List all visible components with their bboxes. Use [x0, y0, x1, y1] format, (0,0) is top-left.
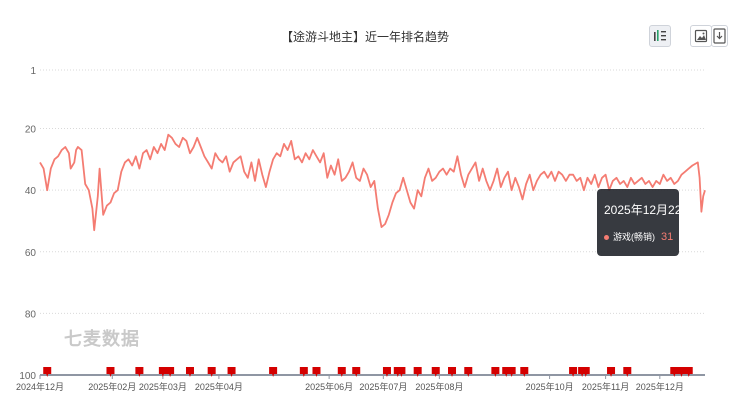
rank-series-line [39, 133, 706, 232]
event-marker [448, 367, 457, 377]
event-marker [269, 367, 278, 377]
y-tick-label: 20 [25, 125, 37, 136]
event-marker [507, 367, 516, 377]
tooltip-series-dot [604, 235, 609, 241]
event-marker [491, 367, 500, 377]
x-tick-label: 2025年08月 [415, 381, 463, 392]
event-marker [670, 367, 679, 377]
event-marker [623, 367, 632, 377]
event-marker [337, 367, 346, 377]
event-marker [299, 367, 308, 377]
event-marker [158, 367, 167, 377]
x-tick-label: 2025年12月 [636, 381, 684, 392]
event-marker [684, 367, 693, 377]
x-tick-label: 2024年12月 [16, 381, 64, 392]
x-tick-label: 2025年02月 [88, 381, 136, 392]
y-tick-label: 40 [25, 186, 37, 197]
event-marker [185, 367, 194, 377]
x-tick-label: 2025年11月 [582, 381, 629, 392]
tooltip-series-label: 游戏(畅销) [613, 232, 655, 242]
y-tick-label: 80 [25, 309, 37, 320]
x-tick-label: 2025年03月 [139, 381, 187, 392]
event-marker [397, 367, 406, 377]
chart-title: 【途游斗地主】近一年排名趋势 [280, 30, 449, 44]
event-marker [382, 367, 391, 377]
y-tick-label: 60 [25, 248, 37, 259]
y-tick-label: 1 [30, 66, 36, 77]
x-tick-label: 2025年04月 [195, 381, 243, 392]
x-tick-label: 2025年06月 [305, 381, 353, 392]
event-marker [431, 367, 440, 377]
x-tick-label: 2025年10月 [526, 381, 574, 392]
tooltip-date: 2025年12月22日 [604, 203, 694, 217]
event-marker [312, 367, 321, 377]
event-marker [207, 367, 216, 377]
event-marker [520, 367, 529, 377]
x-tick-label: 2025年07月 [359, 381, 407, 392]
event-marker [352, 367, 361, 377]
y-tick-label: 100 [19, 371, 36, 382]
watermark: 七麦数据 [64, 329, 140, 349]
event-marker [135, 367, 144, 377]
event-marker [677, 367, 686, 377]
event-marker [43, 367, 52, 377]
event-marker [227, 367, 236, 377]
tooltip-row: 游戏(畅销) 31 [604, 230, 679, 243]
tooltip-value: 31 [661, 231, 674, 243]
event-marker [106, 367, 115, 377]
download-icon[interactable] [711, 25, 728, 47]
event-marker [166, 367, 175, 377]
event-marker [413, 367, 422, 377]
event-marker [607, 367, 616, 377]
event-marker [464, 367, 473, 377]
bar-table-icon[interactable] [649, 25, 671, 47]
event-marker [581, 367, 590, 377]
tooltip: 2025年12月22日 游戏(畅销) 31 [597, 189, 694, 256]
event-marker [569, 367, 578, 377]
